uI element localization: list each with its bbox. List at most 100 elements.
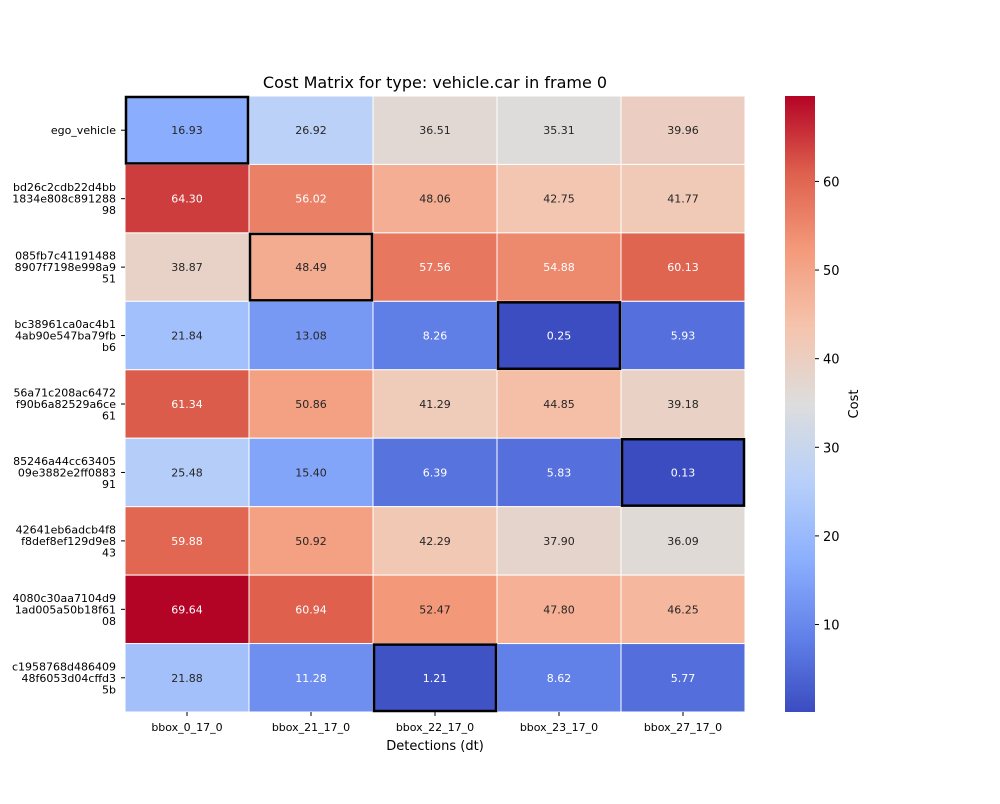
cell-value-label: 0.25 — [547, 330, 572, 343]
heatmap-cell — [620, 369, 746, 439]
y-tick-label: 56a71c208ac6472 f90b6a82529a6ce 61 — [13, 387, 116, 423]
colorbar-tick-label: 10 — [823, 619, 840, 634]
y-tick-label: 42641eb6adcb4f8 f8def8ef129d9e8 43 — [16, 523, 116, 559]
cell-value-label: 59.88 — [171, 535, 203, 548]
cell-value-label: 39.18 — [667, 398, 699, 411]
heatmap-cell — [372, 232, 498, 302]
highlight-box — [620, 437, 746, 507]
y-tick-label: 085fb7c41191488 8907f7198e998a9 51 — [15, 250, 116, 286]
cell-value-label: 5.93 — [671, 330, 696, 343]
colorbar-tick-label: 60 — [823, 175, 840, 190]
x-tick-label: bbox_27_17_0 — [644, 721, 722, 734]
heatmap-cell — [372, 300, 498, 371]
cell-value-label: 42.75 — [543, 193, 575, 206]
y-tick-labels: ego_vehicle bd26c2cdb22d4bb 1834e808c89128… — [12, 124, 125, 696]
cell-value-label: 36.09 — [667, 535, 699, 548]
heatmap-cell — [620, 232, 746, 302]
heatmap-cell — [124, 163, 250, 234]
highlight-boxes — [124, 95, 746, 713]
cell-value-label: 60.94 — [295, 603, 327, 616]
cell-value-label: 25.48 — [171, 466, 203, 479]
cell-value-label: 44.85 — [543, 398, 575, 411]
cell-value-label: 0.13 — [671, 466, 696, 479]
heatmap-cell — [496, 300, 622, 371]
y-tick-label: bd26c2cdb22d4bb 1834e808c891288 98 — [12, 181, 116, 217]
cell-value-label: 42.29 — [419, 535, 451, 548]
heatmap-cell — [372, 437, 498, 508]
y-tick-label: 4080c30aa7104d9 1ad005a50b18f61 08 — [13, 592, 117, 628]
highlight-box — [248, 232, 374, 302]
heatmap-cell — [620, 163, 746, 234]
colorbar-tick-label: 40 — [823, 353, 840, 368]
colorbar: 10 20 30 40 50 60 — [785, 96, 840, 712]
heatmap-cell — [124, 369, 250, 439]
cell-value-label: 13.08 — [295, 330, 327, 343]
heatmap-cell — [620, 506, 746, 576]
heatmap-cell — [372, 163, 498, 234]
x-tick-label: bbox_23_17_0 — [520, 721, 598, 734]
heatmap-cell — [248, 95, 374, 165]
cell-value-label: 15.40 — [295, 466, 327, 479]
heatmap-cells: 16.93 26.92 36.51 35.31 39.96 64.30 56.02 48.06… — [124, 95, 746, 713]
highlight-box — [372, 643, 498, 713]
highlight-box — [124, 95, 250, 165]
cell-value-label: 56.02 — [295, 193, 327, 206]
cell-value-label: 8.62 — [547, 672, 572, 685]
y-tick-label: 85246a44cc63405 09e3882e2ff0883 91 — [13, 455, 116, 491]
cell-value-label: 54.88 — [543, 261, 575, 274]
cell-value-label: 21.88 — [171, 672, 203, 685]
cell-value-label: 60.13 — [667, 261, 699, 274]
heatmap-cell — [124, 574, 250, 645]
colorbar-tick-label: 50 — [823, 264, 840, 279]
cell-value-label: 8.26 — [423, 330, 448, 343]
heatmap-cell — [620, 574, 746, 645]
cell-value-label: 37.90 — [543, 535, 575, 548]
heatmap-cell — [496, 232, 622, 302]
heatmap-cell — [124, 506, 250, 576]
x-tick-labels: bbox_0_17_0 bbox_21_17_0 bbox_22_17_0 bbox_… — [151, 712, 722, 734]
cell-value-label: 21.84 — [171, 330, 203, 343]
cell-value-label: 50.86 — [295, 398, 327, 411]
y-tick-label: c1958768d486409 48f6053d04cffd3 5b — [12, 660, 116, 696]
heatmap-cell — [620, 95, 746, 165]
cell-value-label: 38.87 — [171, 261, 203, 274]
cell-value-label: 41.77 — [667, 193, 699, 206]
cell-value-label: 41.29 — [419, 398, 451, 411]
colorbar-tick-label: 20 — [823, 530, 840, 545]
heatmap-cell — [248, 300, 374, 371]
cell-value-label: 61.34 — [171, 398, 203, 411]
x-tick-label: bbox_22_17_0 — [396, 721, 474, 734]
x-tick-label: bbox_0_17_0 — [151, 721, 222, 734]
cell-value-label: 69.64 — [171, 603, 203, 616]
cell-value-label: 50.92 — [295, 535, 327, 548]
cell-value-label: 16.93 — [171, 124, 203, 137]
cell-value-label: 35.31 — [543, 124, 575, 137]
x-axis-label: Detections (dt) — [386, 739, 484, 754]
heatmap-cell — [620, 300, 746, 371]
heatmap-cell — [248, 437, 374, 508]
cell-value-label: 47.80 — [543, 603, 575, 616]
cell-value-label: 11.28 — [295, 672, 327, 685]
colorbar-label: Cost — [847, 390, 862, 419]
heatmap-cell — [124, 95, 250, 165]
x-tick-label: bbox_21_17_0 — [272, 721, 350, 734]
cell-value-label: 1.21 — [423, 672, 448, 685]
cell-value-label: 5.83 — [547, 466, 572, 479]
cell-value-label: 46.25 — [667, 603, 699, 616]
heatmap-cell — [372, 574, 498, 645]
chart-title: Cost Matrix for type: vehicle.car in fra… — [263, 73, 607, 92]
heatmap-cell — [496, 574, 622, 645]
cell-value-label: 5.77 — [671, 672, 696, 685]
y-tick-label: bc38961ca0ac4b1 4ab90e547ba79fb b6 — [14, 318, 116, 354]
cell-value-label: 6.39 — [423, 466, 448, 479]
heatmap-cell — [248, 574, 374, 645]
cell-value-label: 57.56 — [419, 261, 451, 274]
cell-value-label: 52.47 — [419, 603, 451, 616]
heatmap-cell — [496, 95, 622, 165]
heatmap-cell — [248, 643, 374, 713]
heatmap-cell — [496, 437, 622, 508]
y-tick-label: ego_vehicle — [51, 124, 116, 137]
colorbar-gradient — [785, 96, 815, 712]
